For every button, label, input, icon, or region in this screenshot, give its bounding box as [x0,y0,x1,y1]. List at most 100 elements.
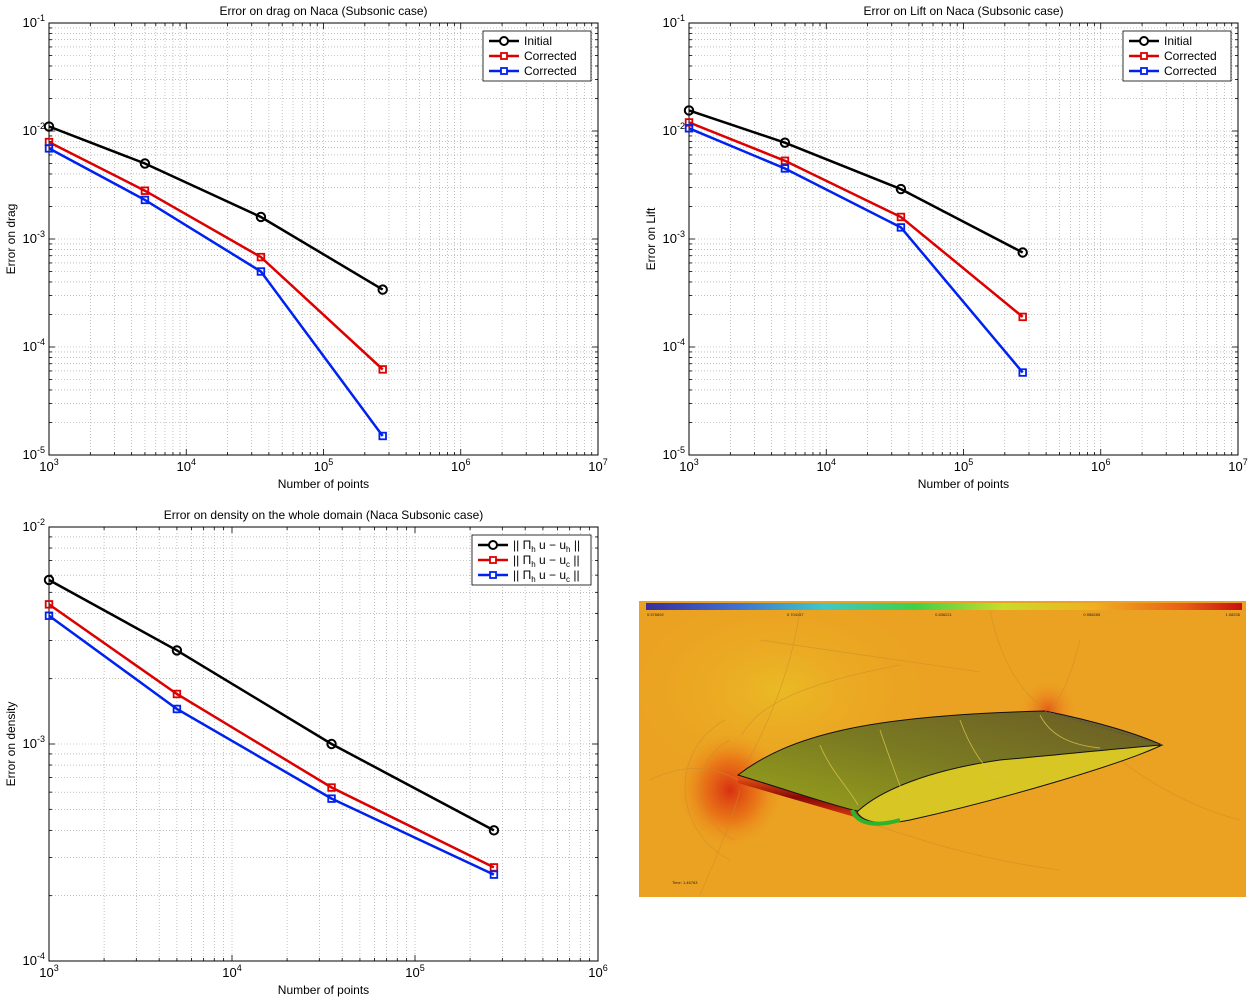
airfoil-isolines [819,714,1101,806]
flow-leading-edge-strip [738,775,865,820]
x-tick-label: 104 [177,457,196,474]
y-tick-label: 10-2 [23,517,45,534]
y-axis-label: Error on Lift [644,207,658,270]
legend-marker [1140,67,1148,75]
data-point [327,783,336,792]
data-point [684,124,694,133]
plot-frame [48,526,599,962]
data-point [489,870,499,879]
x-tick-label: 103 [679,457,698,474]
series-line [48,603,495,869]
legend-label: Initial [524,34,552,48]
legend-label: Corrected [524,49,577,63]
series-corrected [44,144,387,441]
legend-entry: || Πh u − uc || [478,553,580,569]
series-line [688,109,1024,254]
colorbar-label: 0.836221 [935,612,952,617]
plot-frame [688,22,1239,456]
series-h-u-uh [43,574,500,836]
series-line [48,614,495,876]
colorbar-label: 0.704157 [787,612,804,617]
data-point [172,704,182,714]
x-axis-label: Number of points [278,477,369,491]
x-axis-label: Number of points [278,983,369,997]
plot-area [49,527,598,961]
legend-entry: Corrected [489,64,577,78]
legend-entry: Corrected [489,49,577,63]
plot-3: 103 104 105 106 10-4 10-3 10-2 Error on density… [4,508,608,997]
flow-stagnation-zone [675,730,785,850]
x-tick-label: 105 [314,457,333,474]
data-point [780,164,790,173]
legend-marker [499,36,509,46]
legend-marker [500,67,508,75]
x-tick-label: 105 [954,457,973,474]
series-corrected [684,124,1027,377]
y-tick-label: 10-4 [23,337,45,354]
y-tick-label: 10-2 [23,121,45,138]
x-axis-label: Number of points [918,477,1009,491]
data-point [139,158,151,169]
legend-entry: || Πh u − uh || [478,538,580,554]
series-line [48,140,384,371]
legend-marker [489,556,497,564]
data-point [140,186,150,195]
grid [689,23,1238,455]
y-tick-label: 10-3 [663,229,685,246]
legend-entry: Corrected [1129,49,1217,63]
data-point [896,223,906,232]
data-point [896,212,906,222]
x-tick-label: 105 [405,963,424,980]
data-point [780,156,790,165]
chart-title: Error on Lift on Naca (Subsonic case) [863,4,1063,18]
x-tick-label: 106 [1091,457,1110,474]
data-point [327,794,336,803]
series-line [688,121,1024,318]
x-tick-label: 104 [222,963,241,980]
legend-entry: Initial [1129,34,1192,48]
grid [49,527,598,961]
y-tick-label: 10-4 [663,337,685,354]
y-tick-label: 10-1 [663,13,685,30]
data-point [43,121,55,132]
data-point [488,825,500,836]
data-point [1017,247,1028,258]
series-initial [683,105,1028,258]
plot-2: 103 104 105 106 107 10-5 10-4 10-3 10-2 10-1 Error… [644,4,1248,491]
y-tick-label: 10-2 [663,121,685,138]
data-point [44,144,54,153]
data-point [377,284,388,295]
series-corrected [684,118,1027,322]
data-point [43,574,55,586]
x-tick-label: 106 [451,457,470,474]
series-initial [43,121,388,295]
flow-isolines [649,609,1241,896]
legend-marker [489,571,497,579]
y-tick-label: 10-1 [23,13,45,30]
airfoil-green-rim [850,809,901,826]
x-tick-label: 104 [817,457,836,474]
legend-entry: Initial [489,34,552,48]
y-tick-label: 10-3 [23,229,45,246]
chart-title: Error on density on the whole domain (Na… [164,508,484,522]
legend-marker [1140,52,1148,60]
y-axis-label: Error on drag [4,204,18,275]
airfoil-trailing-line [1044,710,1163,746]
legend-marker [1139,36,1149,46]
plot-frame [48,22,599,456]
x-tick-label: 107 [588,457,607,474]
legend-entry: Corrected [1129,64,1217,78]
legend-marker [488,540,498,550]
series-line [688,127,1024,374]
y-axis-label: Error on density [4,702,18,787]
time-label: Time: 1.46763 [672,880,698,885]
legend-label: Corrected [524,64,577,78]
data-point [1018,368,1027,377]
colorbar-label: 0.958285 [1083,612,1100,617]
x-tick-label: 106 [588,963,607,980]
data-point [779,137,791,148]
series-line [48,578,495,832]
data-point [378,431,387,441]
